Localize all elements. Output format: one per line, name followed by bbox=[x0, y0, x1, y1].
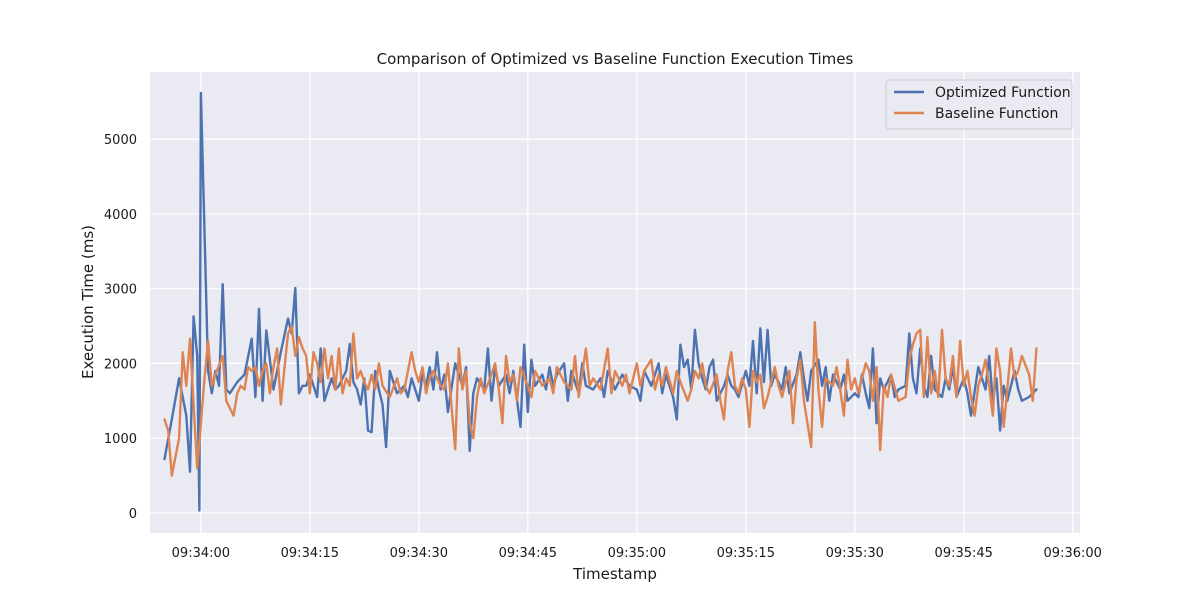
series-line-baseline bbox=[163, 321, 1038, 477]
series-lines bbox=[163, 91, 1038, 512]
x-tick-label: 09:34:15 bbox=[281, 546, 339, 561]
y-tick-label: 3000 bbox=[104, 283, 137, 298]
x-tick-label: 09:35:00 bbox=[608, 546, 666, 561]
legend-label-baseline: Baseline Function bbox=[935, 106, 1058, 122]
x-tick-label: 09:35:45 bbox=[935, 546, 993, 561]
chart-title: Comparison of Optimized vs Baseline Func… bbox=[377, 50, 854, 68]
y-tick-label: 2000 bbox=[104, 357, 137, 372]
x-tick-label: 09:34:45 bbox=[499, 546, 557, 561]
legend-label-optimized: Optimized Function bbox=[935, 85, 1071, 101]
y-tick-label: 4000 bbox=[104, 208, 137, 223]
y-tick-label: 1000 bbox=[104, 432, 137, 447]
x-axis-ticks: 09:34:00 09:34:15 09:34:30 09:34:45 09:35:00… bbox=[172, 546, 1102, 561]
grid-lines bbox=[150, 72, 1080, 533]
y-axis-ticks: 0 1000 2000 3000 4000 5000 bbox=[104, 133, 137, 522]
x-tick-label: 09:34:30 bbox=[390, 546, 448, 561]
x-tick-label: 09:34:00 bbox=[172, 546, 230, 561]
legend: Optimized Function Baseline Function bbox=[885, 79, 1073, 130]
y-tick-label: 5000 bbox=[104, 133, 137, 148]
plot-area bbox=[150, 72, 1080, 533]
legend-box bbox=[885, 79, 1073, 130]
x-axis-label: Timestamp bbox=[572, 565, 657, 583]
x-tick-label: 09:36:00 bbox=[1044, 546, 1102, 561]
x-tick-label: 09:35:30 bbox=[826, 546, 884, 561]
x-tick-label: 09:35:15 bbox=[717, 546, 775, 561]
y-axis-label: Execution Time (ms) bbox=[79, 225, 97, 379]
y-tick-label: 0 bbox=[129, 507, 137, 522]
